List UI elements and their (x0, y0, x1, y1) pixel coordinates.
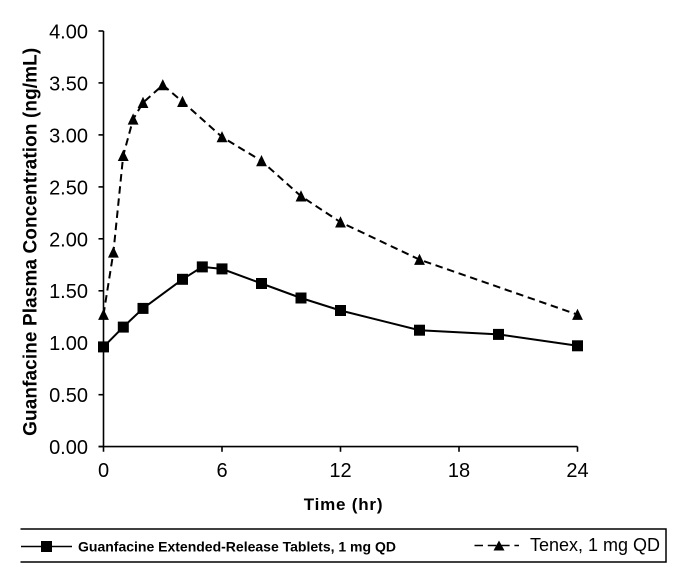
svg-text:4.00: 4.00 (49, 22, 88, 44)
svg-text:3.50: 3.50 (49, 73, 88, 95)
svg-text:24: 24 (566, 460, 588, 482)
svg-text:1.00: 1.00 (49, 333, 88, 355)
svg-text:6: 6 (216, 460, 227, 482)
svg-text:2.00: 2.00 (49, 229, 88, 251)
svg-text:0.00: 0.00 (49, 437, 88, 459)
svg-text:Tenex, 1 mg QD: Tenex, 1 mg QD (530, 535, 660, 555)
svg-text:0.50: 0.50 (49, 385, 88, 407)
svg-text:Guanfacine Extended-Release Ta: Guanfacine Extended-Release Tablets, 1 m… (78, 539, 396, 555)
svg-text:12: 12 (329, 460, 351, 482)
svg-text:3.00: 3.00 (49, 125, 88, 147)
svg-text:2.50: 2.50 (49, 177, 88, 199)
svg-text:Time (hr): Time (hr) (304, 495, 384, 514)
svg-text:0: 0 (98, 460, 109, 482)
svg-text:18: 18 (448, 460, 470, 482)
svg-text:Guanfacine Plasma Concentratio: Guanfacine Plasma Concentration (ng/mL) (21, 48, 42, 436)
svg-text:1.50: 1.50 (49, 281, 88, 303)
